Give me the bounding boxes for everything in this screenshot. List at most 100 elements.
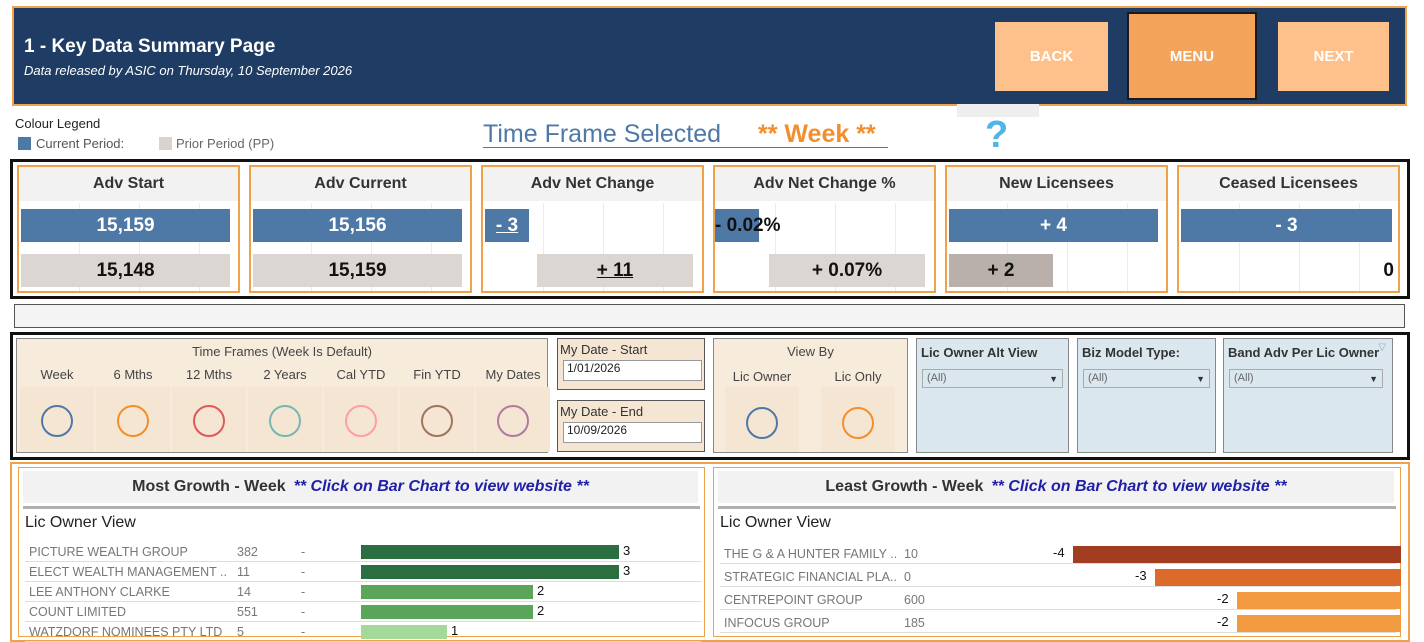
decline-bar[interactable] xyxy=(1155,569,1401,586)
date-end-input[interactable]: 10/09/2026 xyxy=(563,422,702,443)
view-by-radio[interactable] xyxy=(746,407,778,439)
time-frame-option-label: 6 Mths xyxy=(113,367,153,382)
list-item[interactable]: ELECT WEALTH MANAGEMENT .. 11 - 3 xyxy=(25,562,701,582)
kpi-title: Adv Start xyxy=(19,167,238,201)
decline-value: -4 xyxy=(1053,545,1065,560)
time-frame-radio[interactable] xyxy=(41,405,73,437)
time-frame-radio[interactable] xyxy=(421,405,453,437)
dropdown-filter: Biz Model Type: (All) ▼ xyxy=(1077,338,1216,453)
kpi-card-adv-net-change: Adv Net Change - 3 + 11 xyxy=(481,165,704,293)
advisor-count: 14 xyxy=(237,585,251,599)
back-button[interactable]: BACK xyxy=(995,22,1108,91)
growth-bar[interactable] xyxy=(361,605,533,619)
kpi-title: New Licensees xyxy=(947,167,1166,201)
licensee-name: LEE ANTHONY CLARKE xyxy=(29,585,170,599)
page-title: 1 - Key Data Summary Page xyxy=(24,36,276,57)
list-item[interactable]: STRATEGIC FINANCIAL PLA.. 0 -3 xyxy=(720,567,1401,587)
chevron-down-icon[interactable]: ▼ xyxy=(1049,374,1058,384)
list-item[interactable]: INFOCUS GROUP 185 -2 xyxy=(720,613,1401,633)
row-divider xyxy=(720,563,1396,564)
next-button[interactable]: NEXT xyxy=(1278,22,1389,91)
filter-icon[interactable]: ▽ xyxy=(1378,342,1386,353)
kpi-prior-value[interactable]: + 11 xyxy=(537,254,693,287)
view-by-option-label: Lic Owner xyxy=(732,369,792,384)
kpi-title: Adv Net Change % xyxy=(715,167,934,201)
list-item[interactable]: WATZDORF NOMINEES PTY LTD 5 - 1 xyxy=(25,622,701,642)
most-growth-panel: Most Growth - Week ** Click on Bar Chart… xyxy=(18,467,705,642)
advisor-count: 382 xyxy=(237,545,258,559)
placeholder-dash: - xyxy=(301,605,306,619)
kpi-prior-value[interactable]: 15,148 xyxy=(21,254,230,287)
kpi-current-value[interactable]: - 3 xyxy=(1181,209,1392,242)
most-growth-header: Most Growth - Week ** Click on Bar Chart… xyxy=(23,471,698,503)
kpi-prior-value[interactable]: + 0.07% xyxy=(769,254,925,287)
dropdown-select[interactable]: (All) ▼ xyxy=(1229,369,1383,388)
time-frame-radio[interactable] xyxy=(269,405,301,437)
kpi-current-value[interactable]: - 3 xyxy=(485,209,529,242)
kpi-current-value[interactable]: - 0.02% xyxy=(715,209,780,242)
decline-value: -2 xyxy=(1217,614,1229,629)
growth-bar[interactable] xyxy=(361,585,533,599)
dropdown-select[interactable]: (All) ▼ xyxy=(922,369,1063,388)
decline-bar[interactable] xyxy=(1237,592,1401,609)
kpi-current-value[interactable]: 15,159 xyxy=(21,209,230,242)
decline-bar[interactable] xyxy=(1237,615,1401,632)
colour-legend-title: Colour Legend xyxy=(15,116,101,131)
kpi-gridline xyxy=(1359,203,1360,291)
kpi-current-value[interactable]: 15,156 xyxy=(253,209,462,242)
kpi-prior-value[interactable]: 15,159 xyxy=(253,254,462,287)
help-icon[interactable]: ? xyxy=(985,114,1009,156)
menu-button[interactable]: MENU xyxy=(1127,12,1257,100)
least-growth-hint: ** Click on Bar Chart to view website ** xyxy=(991,478,1287,495)
growth-bar[interactable] xyxy=(361,545,619,559)
decline-bar[interactable] xyxy=(1073,546,1401,563)
kpi-card-new-licensees: New Licensees + 4 + 2 xyxy=(945,165,1168,293)
chevron-down-icon[interactable]: ▼ xyxy=(1196,374,1205,384)
kpi-current-value[interactable]: + 4 xyxy=(949,209,1158,242)
dropdown-filter: Band Adv Per Lic Owner (All) ▼ ▽ xyxy=(1223,338,1393,453)
kpi-gridline xyxy=(311,203,312,291)
list-item[interactable]: THE G & A HUNTER FAMILY .. 10 -4 xyxy=(720,544,1401,564)
advisor-count: 10 xyxy=(904,547,918,561)
list-item[interactable]: COUNT LIMITED 551 - 2 xyxy=(25,602,701,622)
row-divider xyxy=(720,586,1396,587)
chevron-down-icon[interactable]: ▼ xyxy=(1369,374,1378,384)
kpi-gridline xyxy=(79,203,80,291)
view-by-radio[interactable] xyxy=(842,407,874,439)
advisor-count: 600 xyxy=(904,593,925,607)
time-frame-option-label: My Dates xyxy=(485,367,541,382)
prior-period-label: Prior Period (PP) xyxy=(176,136,275,151)
kpi-prior-value[interactable]: 0 xyxy=(1383,259,1394,281)
time-frame-option-label: Week xyxy=(40,367,74,382)
growth-bar[interactable] xyxy=(361,565,619,579)
dropdown-select[interactable]: (All) ▼ xyxy=(1083,369,1210,388)
list-item[interactable]: LEE ANTHONY CLARKE 14 - 2 xyxy=(25,582,701,602)
licensee-name: STRATEGIC FINANCIAL PLA.. xyxy=(724,570,897,584)
filters-panel xyxy=(10,332,1410,460)
growth-bar[interactable] xyxy=(361,625,447,639)
date-start-input[interactable]: 1/01/2026 xyxy=(563,360,702,381)
placeholder-dash: - xyxy=(301,585,306,599)
least-growth-view-label: Lic Owner View xyxy=(720,514,831,531)
most-growth-view-label: Lic Owner View xyxy=(25,514,136,531)
growth-value: 2 xyxy=(537,583,545,598)
view-by-option-label: Lic Only xyxy=(834,369,882,384)
kpi-card-adv-start: Adv Start 15,159 15,148 xyxy=(17,165,240,293)
help-area xyxy=(957,104,1039,117)
time-frame-radio[interactable] xyxy=(117,405,149,437)
kpi-prior-value[interactable]: + 2 xyxy=(949,254,1053,287)
time-frame-radio[interactable] xyxy=(497,405,529,437)
kpi-gridline xyxy=(835,203,836,291)
page-header: 1 - Key Data Summary Page Data released … xyxy=(12,6,1407,106)
time-frame-option-label: 12 Mths xyxy=(185,367,233,382)
advisor-count: 0 xyxy=(904,570,911,584)
list-item[interactable]: CENTREPOINT GROUP 600 -2 xyxy=(720,590,1401,610)
time-frame-radio[interactable] xyxy=(193,405,225,437)
licensee-name: COUNT LIMITED xyxy=(29,605,126,619)
least-growth-divider xyxy=(718,506,1396,509)
licensee-name: WATZDORF NOMINEES PTY LTD xyxy=(29,625,223,639)
date-end-box: My Date - End 10/09/2026 xyxy=(557,400,705,452)
list-item[interactable]: PICTURE WEALTH GROUP 382 - 3 xyxy=(25,542,701,562)
time-frame-radio[interactable] xyxy=(345,405,377,437)
kpi-gridline xyxy=(775,203,776,291)
